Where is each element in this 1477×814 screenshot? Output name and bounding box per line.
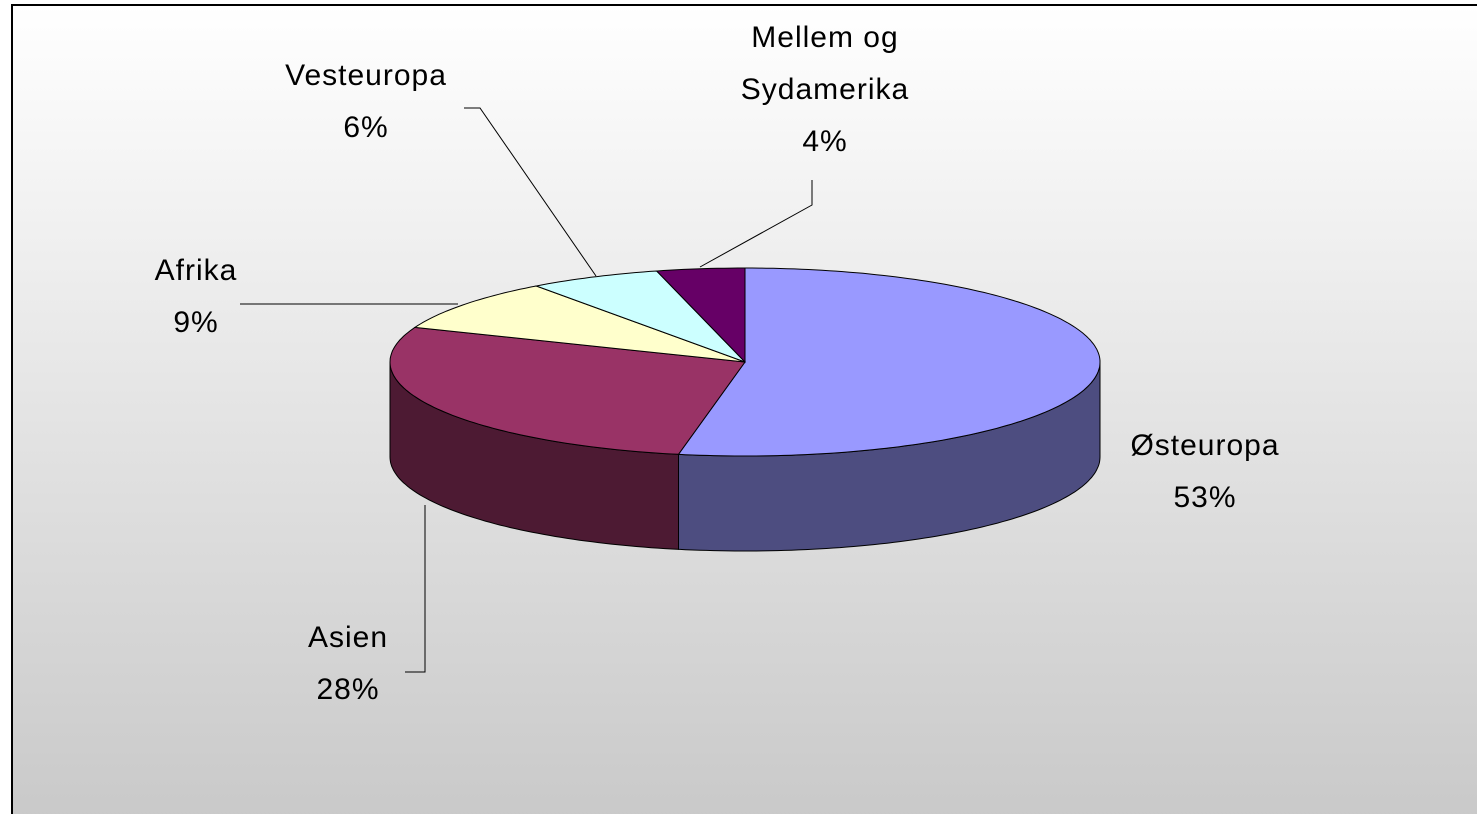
leader-line xyxy=(699,180,813,268)
value-label: 6% xyxy=(343,111,389,144)
slice xyxy=(389,326,746,455)
leader-line xyxy=(405,505,426,673)
leader-lines xyxy=(240,107,813,673)
slice xyxy=(677,267,1101,457)
slice xyxy=(413,285,746,363)
leader-line xyxy=(464,107,597,277)
pie xyxy=(389,267,1101,552)
value-label: 4% xyxy=(802,125,848,158)
slice xyxy=(655,267,746,364)
slice-label: Østeuropa xyxy=(1130,429,1280,462)
value-label: 53% xyxy=(1173,481,1237,514)
slice xyxy=(534,270,746,363)
value-label: 9% xyxy=(173,306,219,339)
slice-label: Asien xyxy=(307,621,389,654)
slice-label: Vesteuropa xyxy=(285,59,447,92)
slice-label: Mellem og Sydamerika xyxy=(740,21,910,106)
slice-label: Afrika xyxy=(154,254,238,287)
value-label: 28% xyxy=(316,673,380,706)
